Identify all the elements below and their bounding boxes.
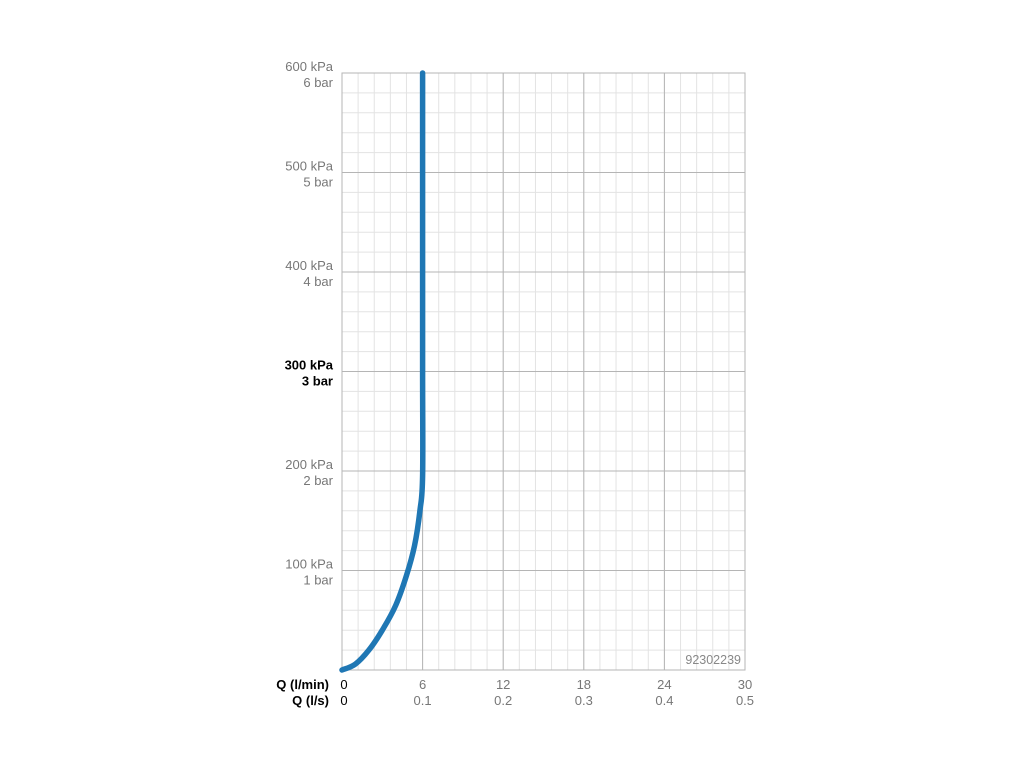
y-tick-label-bar: 3 bar: [302, 374, 333, 389]
y-tick-label-kpa: 300 kPa: [285, 358, 334, 373]
x-tick-label-lmin: 0: [340, 677, 347, 692]
series-line: [339, 70, 426, 673]
x-tick-label-ls: 0.1: [414, 693, 432, 708]
x-tick-label-ls: 0.3: [575, 693, 593, 708]
y-tick-label-bar: 1 bar: [303, 573, 333, 588]
y-tick-label-bar: 6 bar: [303, 75, 333, 90]
x-tick-label-lmin: 6: [419, 677, 426, 692]
y-tick-label-bar: 4 bar: [303, 274, 333, 289]
x-tick-label-ls: 0.2: [494, 693, 512, 708]
x-tick-label-lmin: 24: [657, 677, 671, 692]
plot-frame: [341, 72, 746, 671]
y-tick-label-kpa: 600 kPa: [285, 59, 333, 74]
x-axis-label-lmin: Q (l/min): [276, 677, 329, 692]
series-layer: [339, 70, 426, 673]
x-tick-label-lmin: 18: [577, 677, 591, 692]
x-tick-label-ls: 0.5: [736, 693, 754, 708]
y-tick-label-bar: 2 bar: [303, 473, 333, 488]
chart-annotation: 92302239: [685, 653, 741, 667]
y-tick-label-kpa: 200 kPa: [285, 457, 333, 472]
x-axis-labels: Q (l/min)Q (l/s) 00 60.1 120.2 180.3 240.4 300…: [276, 677, 754, 708]
y-tick-label-kpa: 100 kPa: [285, 557, 333, 572]
x-axis-label-ls: Q (l/s): [292, 693, 329, 708]
y-tick-label-kpa: 500 kPa: [285, 159, 333, 174]
x-tick-label-ls: 0.4: [655, 693, 673, 708]
y-tick-label-bar: 5 bar: [303, 175, 333, 190]
x-tick-label-ls: 0: [340, 693, 347, 708]
x-tick-label-lmin: 12: [496, 677, 510, 692]
y-tick-label-kpa: 400 kPa: [285, 258, 333, 273]
x-tick-label-lmin: 30: [738, 677, 752, 692]
